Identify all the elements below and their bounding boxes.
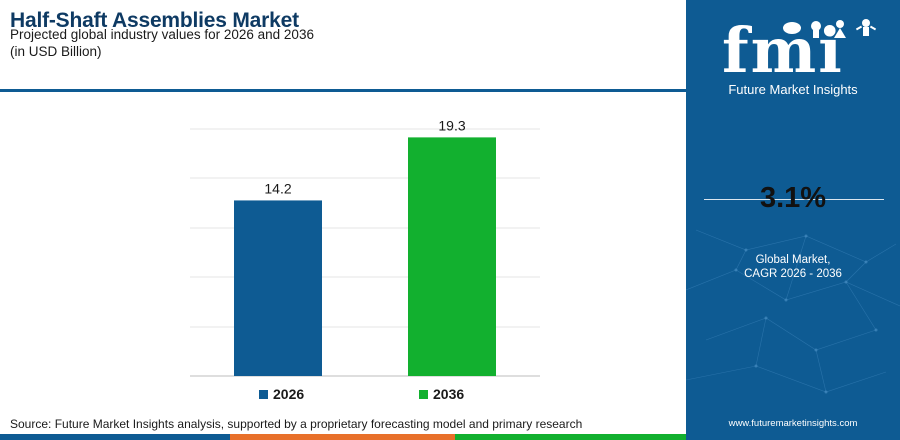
bar-chart: 14.2 19.3 (0, 92, 686, 412)
bar-2026 (234, 200, 322, 376)
cagr-label-line2: CAGR 2026 - 2036 (744, 268, 842, 280)
data-label-2036: 19.3 (438, 117, 465, 133)
chart-unit: (in USD Billion) (10, 44, 102, 59)
source-note: Source: Future Market Insights analysis,… (10, 417, 583, 431)
footer-segment (455, 434, 686, 440)
legend-label-2026: 2026 (273, 386, 305, 402)
footer-color-bar (0, 434, 686, 440)
header-divider (0, 89, 686, 92)
logo-people-icon (783, 19, 877, 38)
legend-swatch-2026 (259, 389, 268, 399)
footer-segment (0, 434, 230, 440)
logo-wordmark: fmi (722, 14, 844, 87)
sidebar-panel: fmi Future Market Insights 3.1% Global M… (686, 0, 900, 440)
legend-swatch-2036 (419, 389, 428, 399)
page-title: Half-Shaft Assemblies Market (10, 9, 299, 32)
data-label-2026: 14.2 (264, 180, 291, 196)
cagr-label-line1: Global Market, (755, 254, 831, 266)
bar-2036 (408, 137, 496, 376)
website-link[interactable]: www.futuremarketinsights.com (728, 418, 858, 429)
bar-chart-svg: 14.2 19.3 (190, 117, 540, 377)
cagr-label: Global Market, CAGR 2026 - 2036 (686, 253, 900, 281)
chart-panel: Half-Shaft Assemblies Market Projected g… (0, 0, 686, 440)
legend-label-2036: 2036 (433, 386, 465, 402)
logo-subtitle: Future Market Insights (728, 82, 858, 97)
chart-header: Half-Shaft Assemblies Market Projected g… (0, 0, 686, 92)
chart-subtitle: Projected global industry values for 202… (10, 27, 314, 42)
fmi-logo: fmi Future Market Insights (686, 12, 900, 102)
cagr-divider (704, 199, 884, 200)
legend-item-2036: 2036 (419, 386, 464, 402)
network-pattern (686, 229, 900, 394)
footer-segment (230, 434, 455, 440)
cagr-value: 3.1% (759, 182, 827, 214)
chart-legend: 2026 2036 (0, 386, 686, 406)
legend-item-2026: 2026 (259, 386, 304, 402)
